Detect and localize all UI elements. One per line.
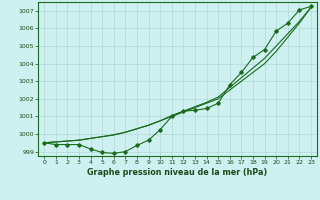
X-axis label: Graphe pression niveau de la mer (hPa): Graphe pression niveau de la mer (hPa) — [87, 168, 268, 177]
